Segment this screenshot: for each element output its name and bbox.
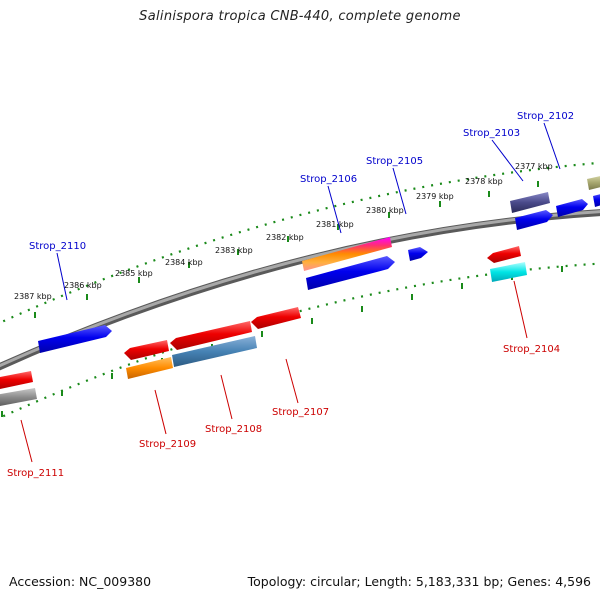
gene-feature[interactable]: [510, 192, 550, 213]
tick-label: 2384 kbp: [165, 258, 203, 267]
gene-label[interactable]: Strop_2104: [503, 344, 560, 355]
major-ticks-upper: [34, 181, 539, 318]
gene-feature[interactable]: [0, 371, 33, 390]
forward-genes: [38, 175, 600, 353]
genome-summary-text: Topology: circular; Length: 5,183,331 bp…: [247, 574, 591, 589]
gene-label[interactable]: Strop_2107: [272, 407, 329, 418]
tick-label: 2387 kbp: [14, 292, 52, 301]
tick-label: 2380 kbp: [366, 206, 404, 215]
label-leaders-bottom: [20, 280, 528, 463]
gene-label[interactable]: Strop_2106: [300, 174, 357, 185]
gene-feature[interactable]: [487, 246, 521, 263]
tick-label: 2382 kbp: [266, 233, 304, 242]
tick-label: 2378 kbp: [465, 177, 503, 186]
gene-feature[interactable]: [556, 199, 588, 217]
accession-text: Accession: NC_009380: [9, 574, 152, 589]
tick-labels: 2387 kbp 2386 kbp 2385 kbp 2384 kbp 2383…: [14, 162, 553, 301]
label-leaders-top: [56, 122, 561, 301]
gene-label[interactable]: Strop_2111: [7, 468, 64, 479]
gene-feature[interactable]: [302, 237, 392, 271]
tick-label: 2377 kbp: [515, 162, 553, 171]
gene-feature[interactable]: [251, 307, 301, 329]
gene-feature[interactable]: [408, 247, 428, 261]
map-title: Salinispora tropica CNB-440, complete ge…: [139, 9, 461, 24]
gene-feature[interactable]: [306, 256, 395, 290]
gene-feature[interactable]: [593, 193, 600, 207]
gene-feature[interactable]: [38, 325, 112, 353]
tick-label: 2379 kbp: [416, 192, 454, 201]
gene-feature[interactable]: [172, 336, 257, 367]
reverse-genes: [0, 246, 527, 407]
gene-feature[interactable]: [587, 175, 600, 190]
gene-label[interactable]: Strop_2109: [139, 439, 196, 450]
tick-rail-upper: [0, 161, 600, 324]
gene-labels-bottom: Strop_2111 Strop_2109 Strop_2108 Strop_2…: [7, 344, 560, 479]
tick-label: 2385 kbp: [115, 269, 153, 278]
tick-label: 2386 kbp: [64, 281, 102, 290]
gene-feature[interactable]: [0, 388, 37, 407]
tick-label: 2383 kbp: [215, 246, 253, 255]
gene-label[interactable]: Strop_2105: [366, 156, 423, 167]
gene-feature[interactable]: [170, 321, 252, 350]
gene-feature[interactable]: [126, 357, 173, 379]
gene-feature[interactable]: [124, 340, 169, 360]
gene-label[interactable]: Strop_2102: [517, 111, 574, 122]
tick-label: 2381 kbp: [316, 220, 354, 229]
gene-labels-top: Strop_2110 Strop_2106 Strop_2105 Strop_2…: [29, 111, 574, 252]
gene-feature[interactable]: [515, 210, 553, 230]
gene-label[interactable]: Strop_2110: [29, 241, 86, 252]
gene-feature[interactable]: [490, 262, 527, 282]
gene-label[interactable]: Strop_2103: [463, 128, 520, 139]
gene-label[interactable]: Strop_2108: [205, 424, 262, 435]
